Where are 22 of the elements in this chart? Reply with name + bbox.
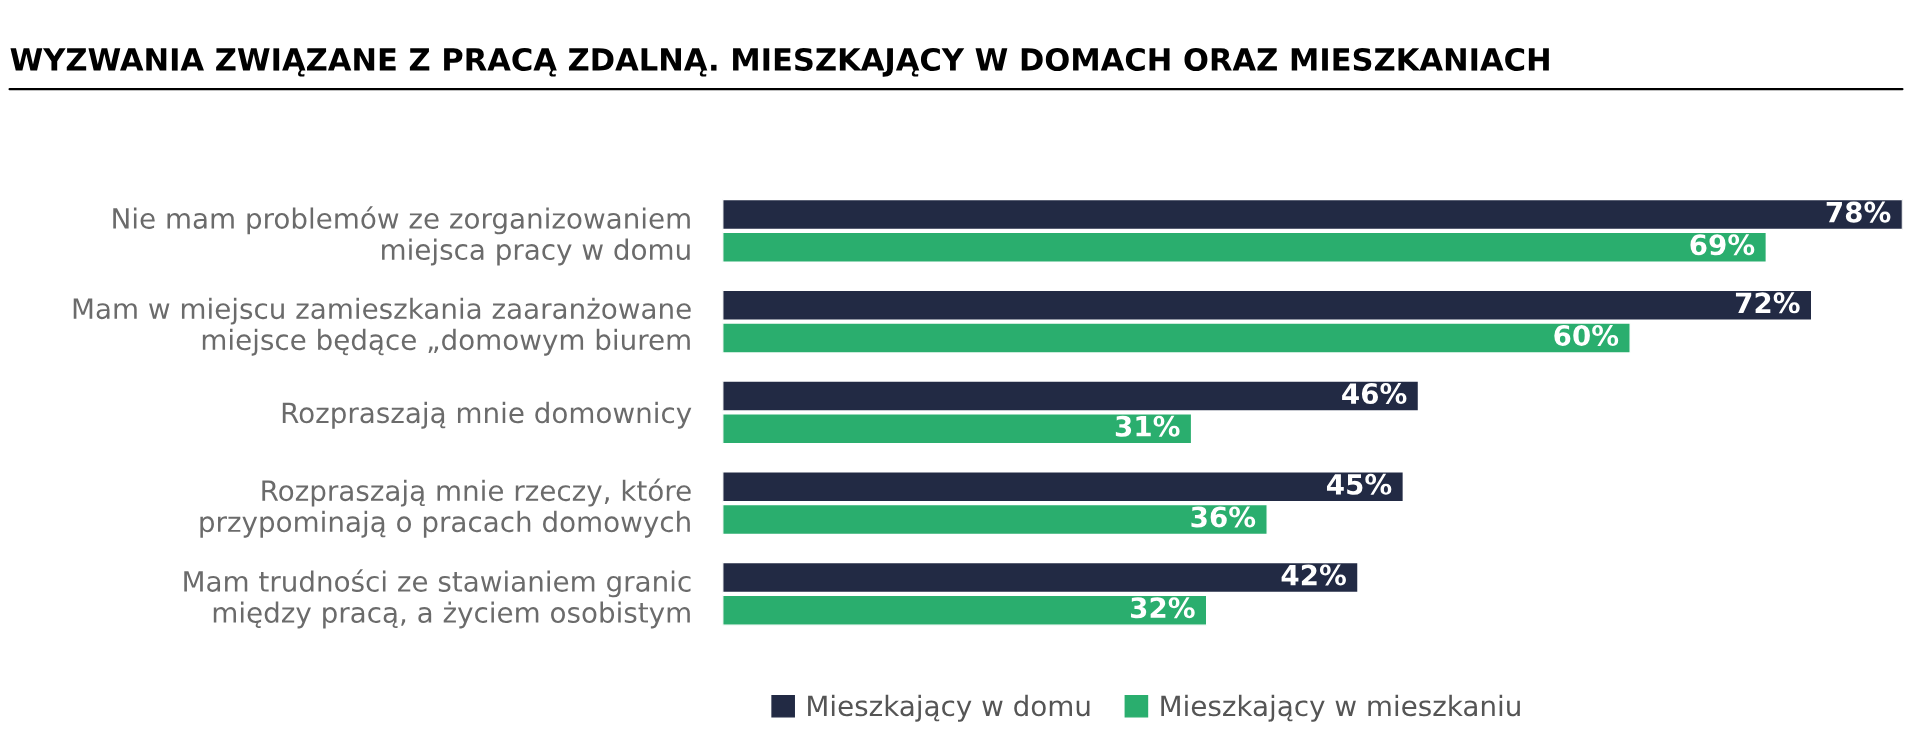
data-label: 42%: [1281, 564, 1346, 586]
chart-title: WYZWANIA ZWIĄZANE Z PRACĄ ZDALNĄ. MIESZKAJĄCY W DOMACH ORAZ MIESZKANIACH: [10, 47, 1549, 77]
data-label: 46%: [1342, 383, 1407, 405]
data-label: 31%: [1115, 415, 1180, 437]
data-label: 36%: [1191, 506, 1256, 528]
bar: [722, 231, 1768, 263]
y-tick-label: Mam w miejscu zamieszkania zaaranżowane miejsce będące „domowym biurem: [73, 297, 691, 356]
data-label: 72%: [1735, 292, 1800, 314]
legend-label: Mieszkający w mieszkaniu: [1161, 694, 1520, 722]
y-tick-label: Mam trudności ze stawianiem granic między pracą, a życiem osobistym: [184, 569, 691, 629]
data-label: 78%: [1826, 201, 1891, 223]
legend-label: Mieszkający w domu: [808, 694, 1090, 722]
data-label: 69%: [1690, 234, 1755, 256]
data-label: 60%: [1554, 325, 1619, 347]
bar: [722, 198, 1903, 231]
bar: [722, 471, 1405, 503]
y-tick-label: Rozpraszają mnie domownicy: [282, 401, 692, 429]
y-tick-label: Rozpraszają mnie rzeczy, które przypominają o pracach domowych: [200, 478, 691, 538]
data-label: 45%: [1326, 473, 1392, 495]
y-tick-label: Nie mam problemów ze zorganizowaniem miejsca pracy w domu: [113, 206, 690, 266]
data-label: 32%: [1130, 597, 1195, 619]
bar: [722, 503, 1268, 536]
